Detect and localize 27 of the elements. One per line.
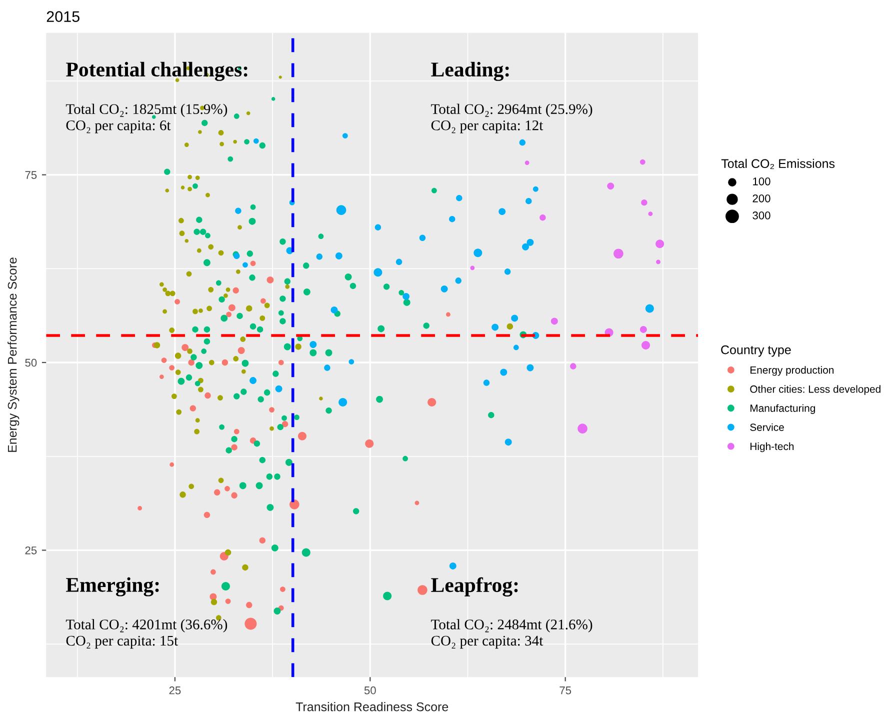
y-tick-label: 50 [25,358,37,367]
y-axis-title: Energy System Performance Score [8,258,20,452]
legend-label: Other cities: Less developed [750,385,880,395]
legend-title: Country type [721,345,791,357]
x-axis-title: Transition Readiness Score [296,702,448,712]
annotation: Leapfrog: [431,577,518,597]
annotation: Total CO₂: 1825mt (15.9%) CO₂ per capita: 6t [66,104,228,134]
annotation: Total CO₂: 2484mt (21.6%) CO₂ per capita: 34t [431,619,592,649]
legend-label: Manufacturing [750,404,815,414]
annotation: Leading: [431,62,509,81]
chart-title: 2015 [46,11,80,22]
annotation: Potential challenges: [66,62,248,81]
legend-label: High-tech [750,442,794,452]
x-tick-label: 50 [364,686,376,694]
annotation: Total CO₂: 4201mt (36.6%) CO₂ per capita: 15t [66,619,228,649]
legend-label: Service [750,423,784,431]
annotation: Total CO₂: 2964mt (25.9%) CO₂ per capita: 12t [431,104,592,134]
legend-label: 100 [753,177,770,186]
y-tick-label: 25 [25,546,37,554]
text: Total CO₂ Emissions [721,158,835,169]
legend-label: Energy production [750,366,834,376]
x-tick-label: 75 [560,686,572,694]
y-tick-label: 75 [25,171,37,179]
legend-label: 200 [752,194,770,202]
x-tick-label: 25 [169,686,181,694]
legend-label: 300 [752,212,770,220]
annotation: Emerging: [66,577,159,596]
